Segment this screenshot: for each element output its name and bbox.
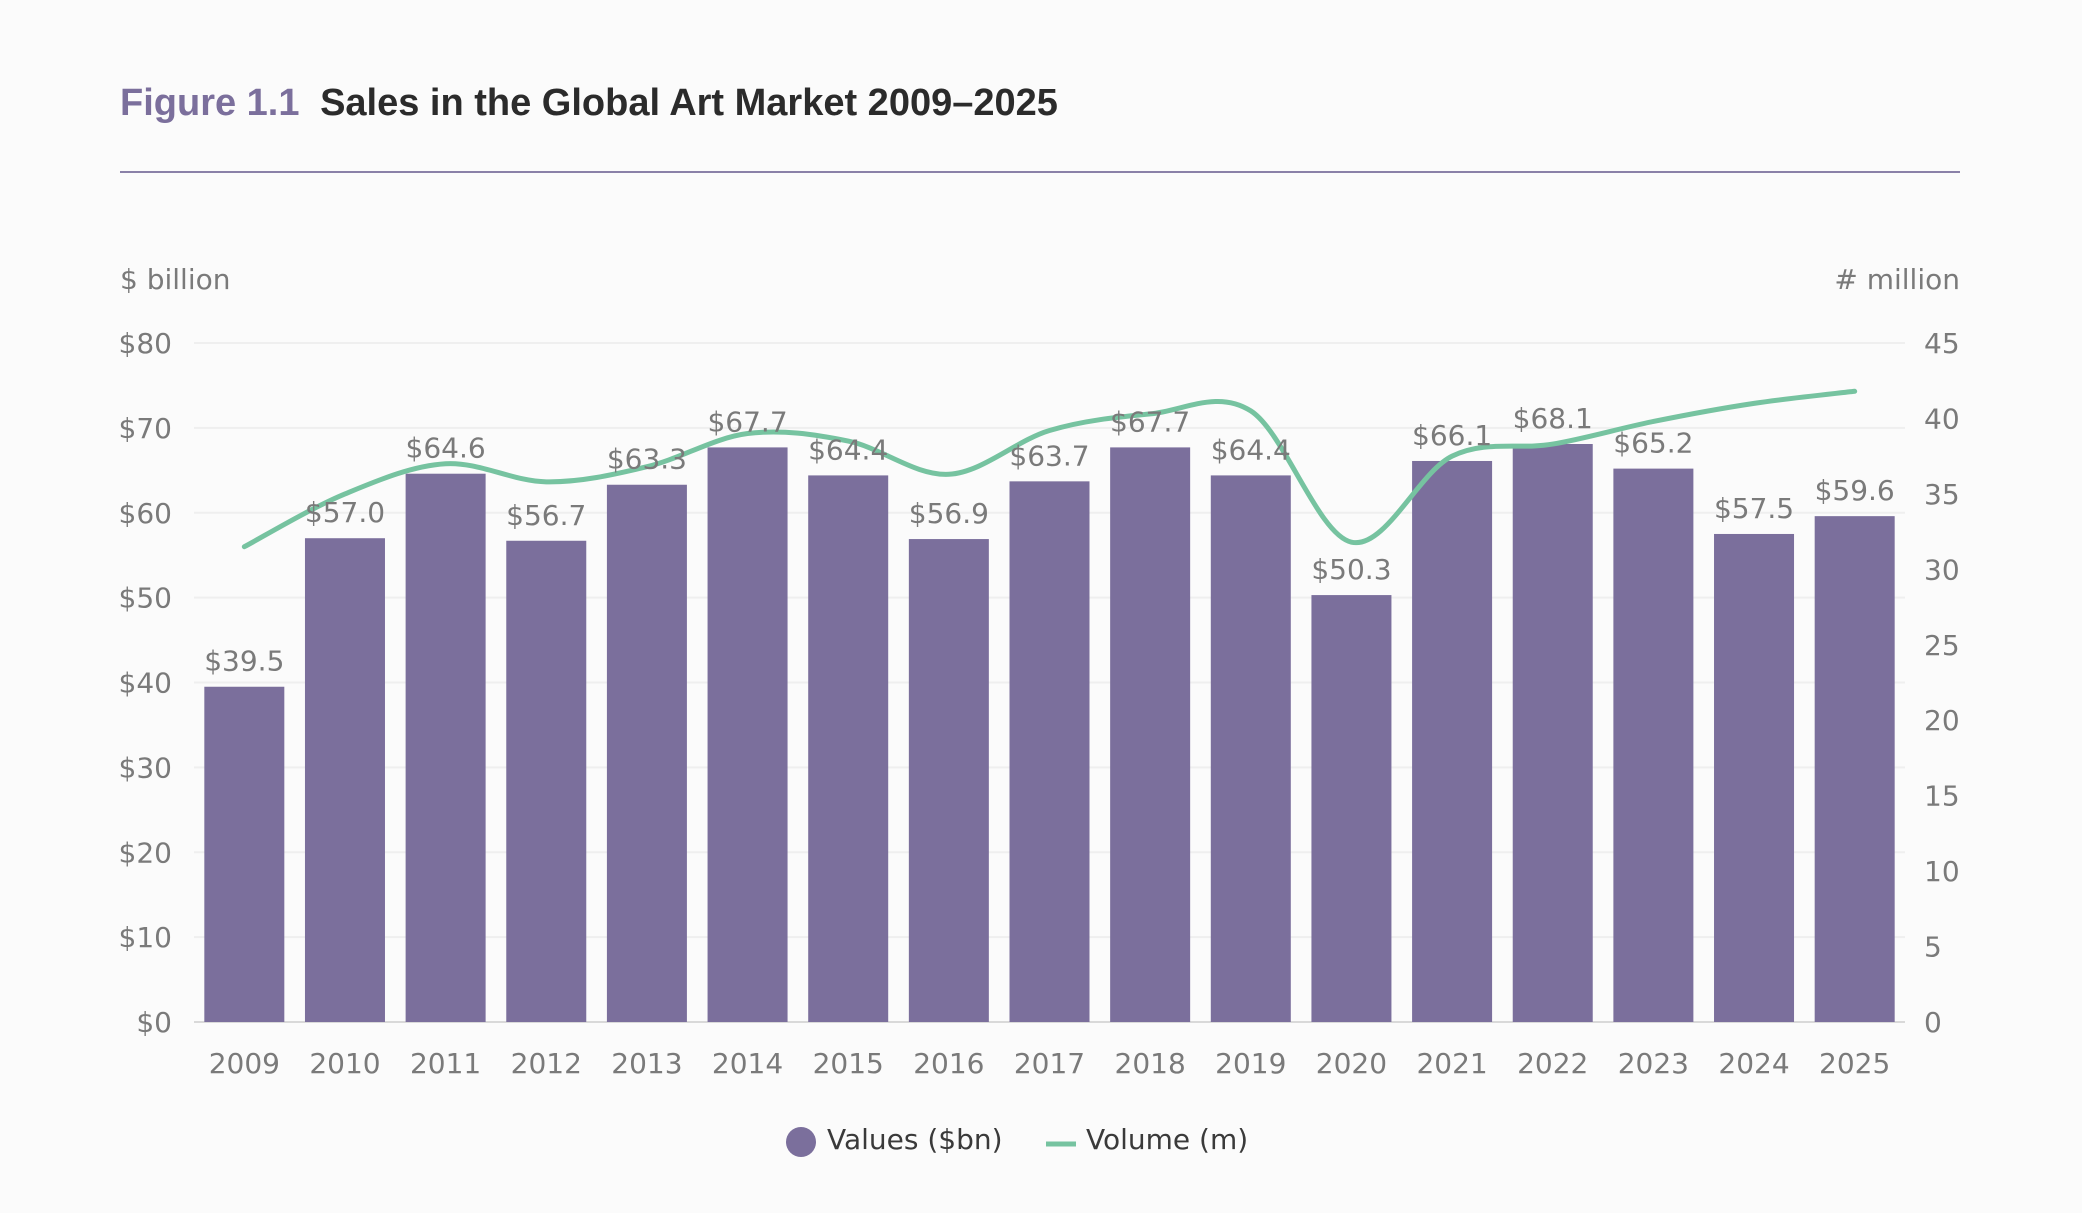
data-label-2019: $64.4 <box>1211 433 1291 466</box>
left-tick-label: $40 <box>119 667 172 700</box>
data-label-2011: $64.6 <box>406 432 486 465</box>
x-tick-2013: 2013 <box>611 1047 682 1080</box>
bar-2009 <box>204 686 285 1022</box>
data-label-2018: $67.7 <box>1110 405 1190 438</box>
right-tick-label: 10 <box>1924 855 1960 888</box>
x-tick-2009: 2009 <box>209 1047 280 1080</box>
data-label-2013: $63.3 <box>607 443 687 476</box>
data-label-2023: $65.2 <box>1613 427 1693 460</box>
left-axis-label: $ billion <box>120 263 230 296</box>
bar-2024 <box>1714 533 1795 1022</box>
data-label-2016: $56.9 <box>909 497 989 530</box>
right-tick-label: 45 <box>1924 327 1960 360</box>
x-tick-2016: 2016 <box>913 1047 984 1080</box>
legend-bar-swatch <box>786 1127 816 1157</box>
data-label-2022: $68.1 <box>1513 402 1593 435</box>
data-label-2015: $64.4 <box>808 433 888 466</box>
bar-2020 <box>1311 595 1392 1022</box>
x-tick-2011: 2011 <box>410 1047 481 1080</box>
data-label-2025: $59.6 <box>1815 474 1895 507</box>
bar-2016 <box>908 539 989 1022</box>
bar-2018 <box>1110 447 1191 1022</box>
right-tick-label: 20 <box>1924 704 1960 737</box>
x-tick-2021: 2021 <box>1416 1047 1487 1080</box>
left-tick-label: $20 <box>119 836 172 869</box>
left-tick-label: $60 <box>119 497 172 530</box>
figure-title: Sales in the Global Art Market 2009–2025 <box>320 82 1058 124</box>
line-series <box>241 388 1858 550</box>
x-tick-2015: 2015 <box>813 1047 884 1080</box>
x-axis-ticks: 2009 2010 2011 2012 2013 2014 2015 2016 2017 2018… <box>209 1047 1891 1080</box>
bar-2022 <box>1512 444 1593 1023</box>
right-tick-label: 35 <box>1924 478 1960 511</box>
legend-line-label: Volume (m) <box>1086 1123 1248 1156</box>
right-tick-label: 15 <box>1924 780 1960 813</box>
data-label-2014: $67.7 <box>707 405 787 438</box>
x-tick-2017: 2017 <box>1014 1047 1085 1080</box>
right-tick-label: 5 <box>1924 931 1942 964</box>
left-tick-label: $70 <box>119 412 172 445</box>
x-tick-2025: 2025 <box>1819 1047 1890 1080</box>
data-labels: $39.5 $57.0 $64.6 $56.7 $63.3 $67.7 $64.4 $56.9… <box>204 402 1895 678</box>
right-axis-label: # million <box>1834 263 1960 296</box>
bar-series <box>204 444 1895 1023</box>
bar-2011 <box>405 473 486 1022</box>
bar-2012 <box>506 540 587 1022</box>
left-tick-label: $10 <box>119 921 172 954</box>
left-tick-label: $80 <box>119 327 172 360</box>
right-tick-label: 0 <box>1924 1006 1942 1039</box>
x-tick-2023: 2023 <box>1618 1047 1689 1080</box>
legend-bar-label: Values ($bn) <box>827 1123 1003 1156</box>
x-tick-2024: 2024 <box>1718 1047 1789 1080</box>
data-label-2021: $66.1 <box>1412 419 1492 452</box>
x-tick-2014: 2014 <box>712 1047 783 1080</box>
left-tick-label: $30 <box>119 751 172 784</box>
figure-label: Figure 1.1 <box>120 82 300 124</box>
right-tick-label: 30 <box>1924 553 1960 586</box>
x-tick-2010: 2010 <box>309 1047 380 1080</box>
bar-2015 <box>808 475 889 1022</box>
bar-2017 <box>1009 481 1090 1022</box>
left-tick-label: $50 <box>119 582 172 615</box>
data-label-2010: $57.0 <box>305 496 385 529</box>
x-tick-2022: 2022 <box>1517 1047 1588 1080</box>
data-label-2020: $50.3 <box>1311 553 1391 586</box>
bar-2019 <box>1210 475 1291 1022</box>
data-label-2009: $39.5 <box>204 645 284 678</box>
right-tick-label: 25 <box>1924 629 1960 662</box>
bar-2021 <box>1412 460 1493 1022</box>
right-axis-ticks: 0 5 10 15 20 25 30 35 40 45 <box>1924 327 1960 1039</box>
x-tick-2012: 2012 <box>511 1047 582 1080</box>
bar-2013 <box>606 484 687 1023</box>
bar-2014 <box>707 447 788 1022</box>
data-label-2024: $57.5 <box>1714 492 1794 525</box>
bar-2010 <box>304 538 385 1022</box>
legend: Values ($bn) Volume (m) <box>786 1123 1248 1157</box>
bar-2025 <box>1814 516 1895 1022</box>
data-label-2012: $56.7 <box>506 499 586 532</box>
left-tick-label: $0 <box>136 1006 172 1039</box>
left-axis-ticks: $0 $10 $20 $30 $40 $50 $60 $70 $80 <box>119 327 172 1039</box>
volume-line <box>241 388 1858 550</box>
x-tick-2020: 2020 <box>1316 1047 1387 1080</box>
x-tick-2018: 2018 <box>1115 1047 1186 1080</box>
right-tick-label: 40 <box>1924 402 1960 435</box>
data-label-2017: $63.7 <box>1009 439 1089 472</box>
bar-2023 <box>1613 468 1694 1022</box>
chart-title: Figure 1.1 Sales in the Global Art Marke… <box>120 82 1058 124</box>
x-tick-2019: 2019 <box>1215 1047 1286 1080</box>
